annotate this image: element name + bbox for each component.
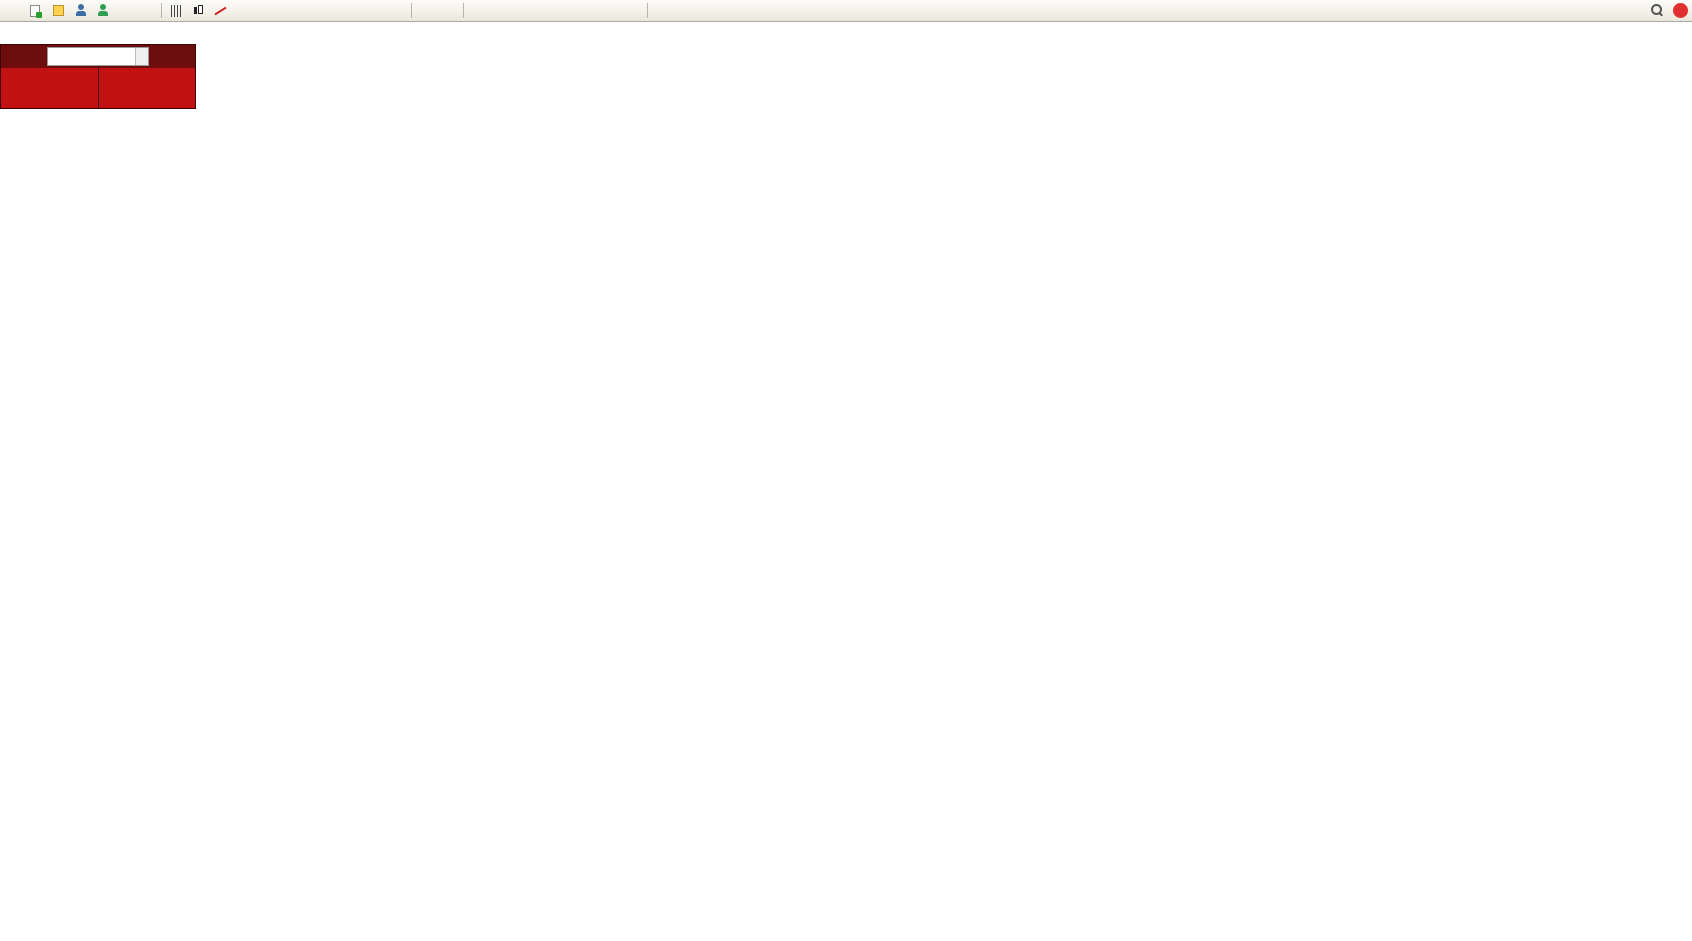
main-toolbar [0,0,1692,22]
refresh-button[interactable] [114,1,135,20]
line-chart-button[interactable] [210,1,231,20]
search-icon [1651,4,1664,17]
zoom-out-button[interactable] [254,1,275,20]
periods-button[interactable] [364,1,385,20]
auto-scroll-button[interactable] [298,1,319,20]
bar-chart-button[interactable] [166,1,187,20]
volume-up-icon[interactable] [136,48,148,57]
metaeditor-button[interactable] [48,1,69,20]
toolbar-separator [647,3,648,18]
templates-button[interactable] [386,1,407,20]
tile-windows-button[interactable] [276,1,297,20]
volume-input[interactable] [48,50,135,63]
fibonacci-button[interactable] [556,1,577,20]
notification-badge[interactable] [1673,3,1688,18]
search-button[interactable] [1647,1,1668,20]
chart-ohlc-header [4,26,29,37]
user-icon [97,4,109,17]
market-button[interactable] [70,1,91,20]
user-icon [75,4,87,17]
chart-window-button[interactable] [4,1,25,20]
text-label-button[interactable] [600,1,621,20]
text-button[interactable] [578,1,599,20]
auto-trading-button[interactable] [136,1,157,20]
signals-button[interactable] [92,1,113,20]
new-order-button[interactable] [26,1,47,20]
arrows-tool-button[interactable] [622,1,643,20]
cursor-button[interactable] [416,1,437,20]
one-click-trading-panel [0,44,196,109]
candlestick-chart-icon [192,4,205,17]
trade-price-row [1,68,195,108]
chart-shift-button[interactable] [320,1,341,20]
toolbar-separator [161,3,162,18]
indicators-button[interactable] [342,1,363,20]
zoom-in-button[interactable] [232,1,253,20]
line-chart-icon [214,4,227,17]
trade-top-row [1,45,195,68]
volume-control [47,47,149,66]
volume-steppers [135,48,148,65]
hline-button[interactable] [468,1,489,20]
toolbar-separator [411,3,412,18]
package-icon [53,5,64,16]
vline-button[interactable] [490,1,511,20]
buy-price-display[interactable] [98,68,195,108]
sell-price-display[interactable] [1,68,98,108]
trendline-button[interactable] [512,1,533,20]
crosshair-button[interactable] [438,1,459,20]
new-order-icon [30,4,42,18]
volume-down-icon[interactable] [136,56,148,65]
bar-chart-icon [170,4,183,17]
toolbar-separator [463,3,464,18]
channel-button[interactable] [534,1,555,20]
candlestick-chart-button[interactable] [188,1,209,20]
